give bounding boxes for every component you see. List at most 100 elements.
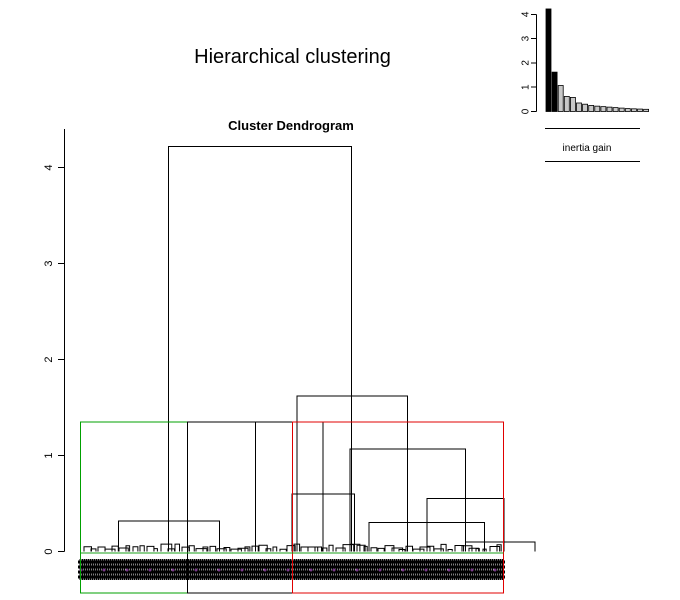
dendrogram-merge: [254, 421, 324, 552]
dendrogram-submerge: [174, 543, 181, 552]
leaf-label-mark: [447, 568, 451, 572]
inertia-bar: [624, 108, 631, 112]
dendrogram-submerge: [223, 547, 231, 552]
dendrogram-submerge: [489, 545, 501, 552]
inset-y-tick-label: 1: [521, 84, 532, 90]
leaf-label-mark: [401, 568, 405, 572]
inset-y-tick-label: 3: [521, 35, 532, 41]
dendrogram-submerge: [237, 547, 249, 552]
page-title: Hierarchical clustering: [194, 46, 391, 68]
dendrogram-submerge: [181, 546, 190, 552]
inertia-bar: [570, 97, 576, 112]
dendrogram-submerge: [146, 545, 155, 552]
inset-y-tick-label: 0: [521, 108, 532, 114]
dendrogram-submerge: [300, 546, 309, 552]
leaf-label-mark: [493, 568, 497, 572]
leaf-label-mark: [217, 568, 221, 572]
dendrogram-submerge: [111, 545, 119, 552]
dendrogram-submerge: [202, 546, 209, 552]
dendrogram-submerge: [496, 544, 502, 552]
leaf-label-mark: [240, 568, 244, 572]
dendrogram-merge: [168, 145, 353, 552]
inertia-bar: [600, 106, 607, 112]
dendrogram-submerge: [335, 547, 346, 552]
dendrogram-submerge: [90, 548, 97, 552]
dendrogram-submerge: [419, 546, 431, 552]
dendrogram-submerge: [384, 545, 395, 552]
dendrogram-submerge: [104, 548, 116, 552]
inertia-bar: [618, 107, 625, 112]
dendrogram-submerge: [433, 548, 444, 552]
dendrogram-submerge: [405, 545, 414, 552]
dendrogram-submerge: [454, 545, 465, 552]
dendrogram-submerge: [97, 546, 106, 552]
dendrogram-submerge: [118, 547, 129, 552]
dendrogram-submerge: [293, 543, 301, 552]
y-tick-label: 1: [43, 452, 55, 458]
dendrogram-submerge: [363, 545, 368, 552]
dendrogram-submerge: [468, 547, 480, 552]
dendrogram-submerge: [314, 546, 323, 552]
dendrogram-submerge: [279, 548, 287, 552]
leaf-label-mark: [171, 568, 175, 572]
inertia-bar: [594, 105, 601, 112]
inertia-bar: [588, 105, 595, 112]
dendrogram-submerge: [370, 547, 378, 552]
dendrogram-submerge: [265, 548, 272, 552]
leaf-label-mark: [470, 568, 474, 572]
leaf-label-mark: [263, 568, 267, 572]
leaf-label-mark: [309, 568, 313, 572]
dendrogram-submerge: [160, 543, 173, 552]
inset-y-tick-label: 2: [521, 60, 532, 66]
dendrogram-submerge: [377, 547, 385, 552]
dendrogram-submerge: [209, 545, 217, 552]
y-tick-label: 4: [43, 164, 55, 170]
dendrogram-submerge: [328, 544, 334, 552]
dendrogram-submerge: [132, 546, 139, 552]
inertia-bar: [606, 106, 613, 112]
inertia-bar: [637, 108, 643, 112]
dendrogram-submerge: [153, 548, 158, 552]
inertia-bar: [551, 71, 558, 112]
dendrogram-submerge: [195, 548, 208, 552]
inertia-bar: [582, 103, 588, 112]
dendrogram-submerge: [398, 549, 406, 552]
inertia-bar: [576, 102, 582, 112]
leaf-label-mark: [332, 568, 336, 572]
dendrogram-submerge: [321, 547, 328, 552]
dendrogram-submerge: [440, 543, 447, 552]
leaf-label-mark: [194, 568, 198, 572]
dendrogram-title: Cluster Dendrogram: [228, 118, 354, 133]
dendrogram-submerge: [475, 548, 480, 552]
dendrogram-submerge: [230, 548, 242, 552]
leaf-label-mark: [286, 568, 290, 572]
inset-x-label: inertia gain: [563, 143, 612, 154]
dendrogram-submerge: [188, 545, 195, 552]
leaf-label-mark: [355, 568, 359, 572]
inertia-bar: [631, 108, 637, 112]
dendrogram-submerge: [216, 548, 227, 552]
leaf-label-mark: [424, 568, 428, 572]
dendrogram-submerge: [349, 543, 361, 552]
inertia-bar: [545, 8, 552, 112]
y-tick-label: 2: [43, 356, 55, 362]
dendrogram-submerge: [251, 545, 259, 552]
dendrogram-submerge: [356, 544, 366, 552]
leaf-label-mark: [102, 568, 106, 572]
dendrogram-submerge: [342, 544, 355, 552]
inertia-bar: [557, 85, 564, 112]
inset-y-tick-label: 4: [521, 11, 532, 17]
dendrogram-submerge: [139, 545, 145, 552]
y-tick-label: 0: [43, 548, 55, 554]
leaf-label-mark: [378, 568, 382, 572]
leaf-label-mark: [125, 568, 129, 572]
dendrogram-submerge: [125, 545, 131, 552]
leaf-label-mark: [148, 568, 152, 572]
dendrogram-submerge: [482, 548, 487, 552]
dendrogram-submerge: [272, 546, 278, 552]
inertia-bar: [643, 108, 649, 112]
dendrogram-submerge: [83, 546, 92, 552]
inertia-bar: [563, 96, 570, 112]
dendrogram-submerge: [447, 548, 453, 552]
